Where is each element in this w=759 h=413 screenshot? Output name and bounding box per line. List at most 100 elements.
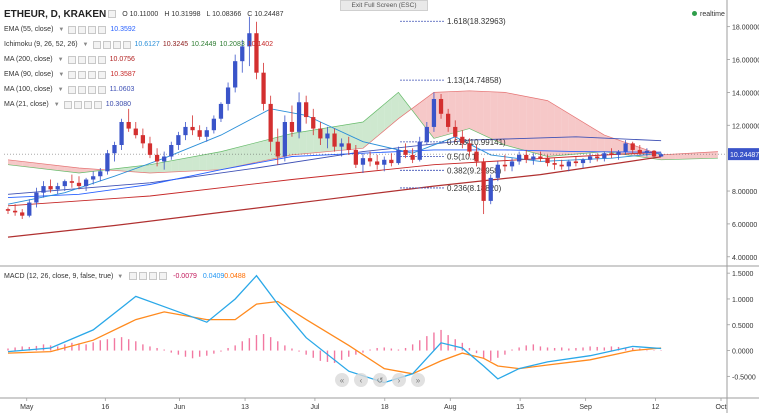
ichimoku-cloud-segment [547, 100, 555, 157]
chevron-down-icon[interactable]: ▼ [117, 273, 124, 280]
reset-button[interactable] [373, 373, 387, 387]
candle-body [289, 121, 295, 132]
more-icon[interactable] [98, 25, 107, 34]
ichimoku-cloud-segment [377, 104, 385, 137]
close-icon[interactable] [87, 55, 96, 64]
indicator-row[interactable]: EMA (90, close) ▼ 10.3587 [4, 67, 284, 82]
more-icon[interactable] [159, 272, 168, 280]
more-icon[interactable] [122, 40, 131, 49]
close-icon[interactable] [88, 25, 97, 34]
indicator-name[interactable]: MA (100, close) [4, 86, 53, 93]
eye-icon[interactable] [63, 100, 72, 109]
close-icon[interactable] [88, 70, 97, 79]
candle-body [531, 156, 536, 160]
ichimoku-cloud-segment [611, 137, 619, 154]
close-icon[interactable] [87, 85, 96, 94]
time-tick-label: 16 [101, 404, 109, 411]
ichimoku-cloud-segment [483, 91, 491, 139]
more-icon[interactable] [97, 85, 106, 94]
exit-fullscreen-button[interactable]: Exit Full Screen (ESC) [340, 0, 428, 11]
eye-icon[interactable] [68, 25, 77, 34]
candle-body [218, 103, 224, 119]
ichimoku-cloud-segment [398, 92, 406, 119]
indicator-row[interactable]: Ichimoku (9, 26, 52, 26) ▼ 10.6127 10.3245 1… [4, 37, 284, 52]
forward-icon[interactable]: › [398, 376, 401, 385]
close-icon[interactable] [149, 272, 158, 280]
settings-icon[interactable] [73, 100, 82, 109]
reset-icon[interactable]: ↺ [377, 376, 384, 385]
settings-icon[interactable] [139, 272, 148, 280]
symbol-settings-icon[interactable] [108, 10, 117, 18]
chevron-down-icon[interactable]: ▼ [57, 86, 64, 93]
indicator-row[interactable]: MA (100, close) ▼ 11.0603 [4, 82, 284, 97]
current-price-badge [728, 148, 759, 161]
ichimoku-cloud-segment [419, 97, 427, 130]
indicator-value: 10.3587 [110, 71, 136, 78]
macd-legend-title[interactable]: MACD (12, 26, close, 9, false, true) [4, 272, 114, 280]
chevron-down-icon[interactable]: ▼ [82, 41, 89, 48]
settings-icon[interactable] [78, 25, 87, 34]
more-icon[interactable] [97, 55, 106, 64]
candle-body [98, 171, 103, 177]
settings-icon[interactable] [78, 70, 87, 79]
candle-body [311, 117, 316, 129]
indicator-row[interactable]: MA (21, close) ▼ 10.3080 [4, 97, 284, 112]
close-icon[interactable] [83, 100, 92, 109]
ichimoku-cloud-segment [71, 167, 79, 173]
settings-icon[interactable] [77, 85, 86, 94]
ohlc-high: H 10.31998 [164, 10, 201, 18]
candle-body [658, 154, 664, 157]
symbol-title[interactable]: ETHEUR, D, KRAKEN [4, 8, 107, 20]
ichimoku-cloud-segment [43, 163, 51, 170]
candle-body [467, 143, 472, 152]
forward-button[interactable] [392, 373, 406, 387]
eye-icon[interactable] [68, 70, 77, 79]
senkou-span-a-line [7, 91, 718, 174]
candle-body [119, 121, 124, 146]
close-icon[interactable] [112, 40, 121, 49]
rewind-button[interactable] [335, 373, 349, 387]
ichimoku-cloud-segment [220, 149, 229, 170]
candle-body [233, 61, 238, 88]
macd-hist-value: -0.0079 [173, 272, 197, 280]
ichimoku-cloud-segment [540, 99, 548, 157]
indicator-name[interactable]: EMA (90, close) [4, 71, 54, 78]
ichimoku-cloud-segment [455, 91, 463, 133]
chevron-down-icon[interactable]: ▼ [53, 101, 60, 108]
candle-body [112, 145, 117, 154]
settings-icon[interactable] [102, 40, 111, 49]
candle-body [225, 87, 231, 104]
indicator-name[interactable]: MA (21, close) [4, 101, 49, 108]
eye-icon[interactable] [67, 55, 76, 64]
indicator-name[interactable]: EMA (55, close) [4, 26, 54, 33]
ichimoku-cloud-segment [561, 109, 569, 156]
fast-forward-button[interactable] [411, 373, 425, 387]
back-button[interactable] [354, 373, 368, 387]
price-tick-label: 8.00000 [732, 189, 757, 196]
eye-icon[interactable] [129, 272, 138, 280]
chevron-down-icon[interactable]: ▼ [58, 26, 65, 33]
ichimoku-cloud-segment [178, 158, 186, 172]
back-icon[interactable]: ‹ [360, 376, 363, 385]
ichimoku-cloud-segment [149, 163, 158, 173]
more-icon[interactable] [93, 100, 102, 109]
settings-icon[interactable] [77, 55, 86, 64]
ichimoku-cloud-segment [703, 151, 711, 159]
indicator-row[interactable]: MA (200, close) ▼ 10.0756 [4, 52, 284, 67]
candle-body [12, 210, 18, 213]
rewind-icon[interactable]: « [340, 376, 345, 385]
eye-icon[interactable] [92, 40, 101, 49]
macd-signal-line [7, 300, 662, 375]
indicator-name[interactable]: MA (200, close) [4, 56, 53, 63]
candle-body [474, 151, 479, 162]
chevron-down-icon[interactable]: ▼ [57, 56, 64, 63]
chevron-down-icon[interactable]: ▼ [58, 71, 65, 78]
price-tick-label: 4.00000 [732, 255, 757, 262]
more-icon[interactable] [98, 70, 107, 79]
eye-icon[interactable] [67, 85, 76, 94]
candle-body [62, 181, 67, 187]
indicator-name[interactable]: Ichimoku (9, 26, 52, 26) [4, 41, 78, 48]
indicator-row[interactable]: EMA (55, close) ▼ 10.3592 [4, 22, 284, 37]
fast-forward-icon[interactable]: » [416, 376, 421, 385]
